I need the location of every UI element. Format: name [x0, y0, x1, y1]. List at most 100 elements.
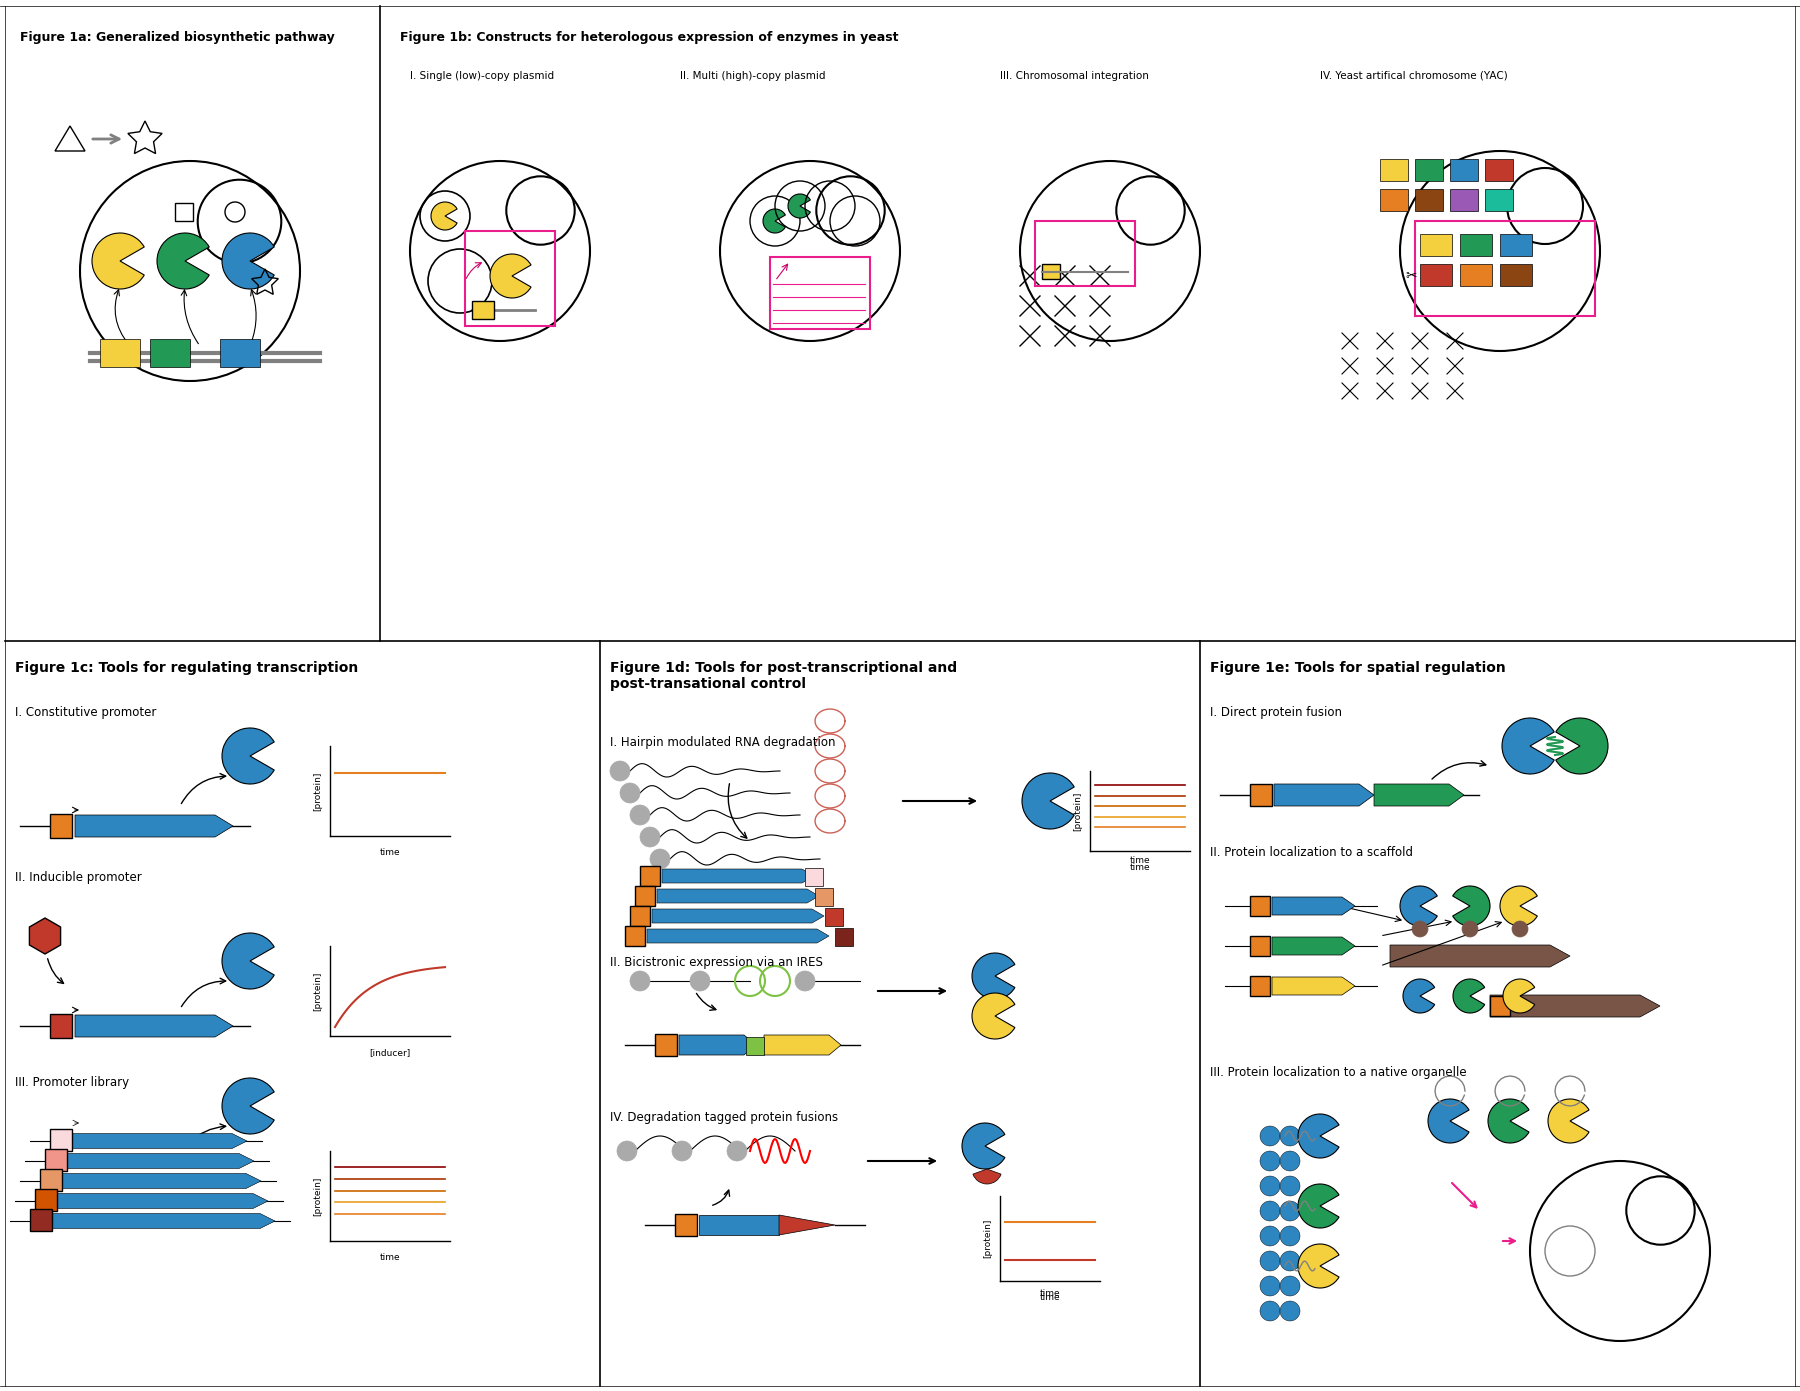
- Circle shape: [1280, 1175, 1300, 1196]
- Circle shape: [1411, 921, 1427, 938]
- Circle shape: [796, 971, 815, 990]
- Wedge shape: [221, 1078, 274, 1134]
- FancyBboxPatch shape: [641, 867, 661, 886]
- FancyBboxPatch shape: [50, 814, 72, 837]
- Wedge shape: [1453, 979, 1485, 1013]
- Bar: [824, 908, 842, 926]
- Wedge shape: [1555, 718, 1607, 773]
- FancyArrow shape: [698, 1214, 779, 1235]
- FancyBboxPatch shape: [34, 1189, 58, 1212]
- Wedge shape: [972, 953, 1015, 999]
- Wedge shape: [1453, 886, 1490, 926]
- Text: Figure 1b: Constructs for heterologous expression of enzymes in yeast: Figure 1b: Constructs for heterologous e…: [400, 31, 898, 45]
- FancyBboxPatch shape: [675, 1214, 697, 1237]
- Wedge shape: [974, 1168, 1001, 1184]
- Bar: [1381, 189, 1408, 211]
- Wedge shape: [1427, 1099, 1469, 1143]
- Wedge shape: [430, 202, 457, 230]
- FancyArrow shape: [679, 1035, 756, 1054]
- FancyArrow shape: [76, 815, 232, 837]
- FancyArrow shape: [652, 908, 824, 924]
- FancyArrow shape: [52, 1213, 275, 1228]
- Wedge shape: [1298, 1184, 1339, 1228]
- Bar: [1499, 234, 1532, 256]
- Circle shape: [1260, 1150, 1280, 1171]
- Text: I. Direct protein fusion: I. Direct protein fusion: [1210, 707, 1343, 719]
- Bar: [101, 339, 140, 367]
- FancyArrow shape: [1373, 785, 1463, 805]
- Text: time: time: [1130, 862, 1150, 872]
- Polygon shape: [779, 1214, 835, 1235]
- Text: III. Protein localization to a native organelle: III. Protein localization to a native or…: [1210, 1066, 1467, 1079]
- Wedge shape: [1298, 1114, 1339, 1157]
- Circle shape: [1280, 1276, 1300, 1296]
- FancyArrow shape: [58, 1193, 268, 1209]
- Circle shape: [1462, 921, 1478, 938]
- Wedge shape: [961, 1123, 1004, 1168]
- Circle shape: [1280, 1150, 1300, 1171]
- FancyBboxPatch shape: [655, 1034, 677, 1056]
- Bar: [1460, 234, 1492, 256]
- Circle shape: [1260, 1225, 1280, 1246]
- Text: time: time: [1130, 855, 1150, 865]
- Circle shape: [630, 805, 650, 825]
- Text: II. Multi (high)-copy plasmid: II. Multi (high)-copy plasmid: [680, 71, 826, 81]
- Wedge shape: [157, 234, 209, 289]
- FancyArrow shape: [61, 1174, 261, 1188]
- FancyBboxPatch shape: [31, 1209, 52, 1231]
- Circle shape: [1280, 1200, 1300, 1221]
- Circle shape: [617, 1141, 637, 1161]
- Text: IV. Yeast artifical chromosome (YAC): IV. Yeast artifical chromosome (YAC): [1319, 71, 1508, 81]
- Text: [protein]: [protein]: [313, 772, 322, 811]
- Circle shape: [610, 761, 630, 780]
- Circle shape: [1260, 1251, 1280, 1271]
- FancyArrow shape: [763, 1035, 841, 1054]
- Bar: [815, 887, 833, 906]
- Bar: [1460, 264, 1492, 287]
- Text: III. Promoter library: III. Promoter library: [14, 1077, 130, 1089]
- Bar: [1499, 264, 1532, 287]
- FancyArrow shape: [662, 869, 814, 883]
- Wedge shape: [1501, 718, 1553, 773]
- FancyBboxPatch shape: [50, 1129, 72, 1150]
- Wedge shape: [221, 234, 274, 289]
- Bar: [1485, 189, 1514, 211]
- Circle shape: [1280, 1251, 1300, 1271]
- Circle shape: [1280, 1301, 1300, 1321]
- FancyBboxPatch shape: [1249, 785, 1273, 805]
- Circle shape: [650, 849, 670, 869]
- FancyBboxPatch shape: [635, 886, 655, 906]
- Wedge shape: [763, 209, 785, 234]
- Bar: [1420, 264, 1453, 287]
- Wedge shape: [490, 255, 531, 298]
- Text: Figure 1d: Tools for post-transcriptional and
post-transational control: Figure 1d: Tools for post-transcriptiona…: [610, 661, 958, 691]
- Polygon shape: [29, 918, 61, 954]
- Wedge shape: [1503, 979, 1535, 1013]
- Circle shape: [1280, 1225, 1300, 1246]
- FancyArrow shape: [1273, 938, 1355, 956]
- Wedge shape: [221, 727, 274, 785]
- FancyArrow shape: [1273, 976, 1355, 995]
- Bar: [805, 868, 823, 886]
- Text: time: time: [1040, 1289, 1060, 1298]
- Wedge shape: [221, 933, 274, 989]
- FancyBboxPatch shape: [45, 1149, 67, 1171]
- Wedge shape: [1402, 979, 1435, 1013]
- FancyArrow shape: [72, 1134, 247, 1149]
- Bar: [1485, 159, 1514, 181]
- FancyArrow shape: [1390, 944, 1570, 967]
- Circle shape: [641, 828, 661, 847]
- Bar: [1415, 159, 1444, 181]
- Text: I. Single (low)-copy plasmid: I. Single (low)-copy plasmid: [410, 71, 554, 81]
- Bar: [835, 928, 853, 946]
- FancyBboxPatch shape: [472, 300, 493, 319]
- Wedge shape: [1400, 886, 1438, 926]
- Text: III. Chromosomal integration: III. Chromosomal integration: [1001, 71, 1148, 81]
- Text: ✂: ✂: [1406, 268, 1417, 282]
- Wedge shape: [972, 993, 1015, 1039]
- Text: I. Constitutive promoter: I. Constitutive promoter: [14, 707, 157, 719]
- FancyBboxPatch shape: [1249, 976, 1271, 996]
- Bar: [1451, 189, 1478, 211]
- FancyBboxPatch shape: [625, 926, 644, 946]
- Bar: [220, 339, 259, 367]
